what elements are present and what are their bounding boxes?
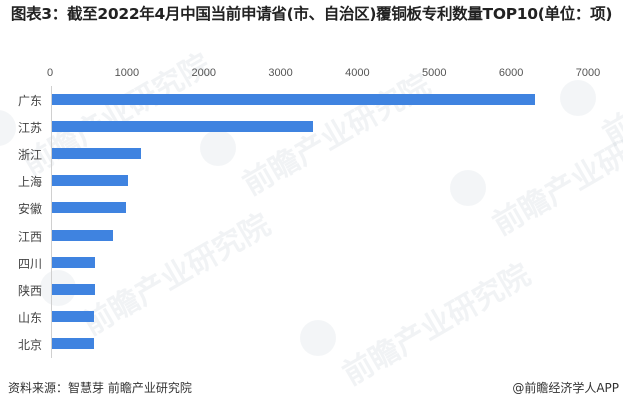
bar [52, 121, 314, 133]
category-label: 江苏 [17, 121, 42, 136]
x-tick-label: 6000 [498, 67, 524, 79]
bar [52, 229, 114, 241]
category-label: 江西 [17, 229, 42, 244]
watermark-text: 前瞻产业研究院 [337, 257, 537, 393]
category-label: 北京 [17, 337, 42, 352]
watermark-text: 前瞻产业研究院 [77, 207, 277, 343]
bar [52, 94, 536, 105]
bar [52, 310, 95, 322]
category-label: 浙江 [17, 148, 42, 163]
bar [52, 337, 95, 349]
bar [52, 256, 96, 268]
source-note: 资料来源：智慧芽 前瞻产业研究院 [8, 381, 192, 395]
watermark-text: 前瞻产业研究院 [17, 47, 217, 183]
x-tick-label: 5000 [422, 67, 447, 79]
bar [52, 202, 126, 214]
watermark-logo-icon [200, 130, 236, 166]
bar [52, 175, 129, 187]
y-axis-line [51, 86, 52, 358]
bar [52, 148, 142, 160]
x-tick-label: 7000 [575, 67, 601, 79]
credit-note: @前瞻经济学人APP [512, 381, 619, 395]
category-label: 上海 [17, 175, 42, 190]
x-tick-label: 3000 [268, 67, 293, 79]
watermark-text: 前瞻产业研究院 [487, 107, 623, 243]
category-label: 安徽 [17, 202, 42, 217]
category-label: 山东 [17, 310, 42, 325]
category-label: 广东 [17, 94, 42, 108]
watermark-logo-icon [450, 170, 486, 206]
x-tick-label: 1000 [114, 67, 140, 79]
watermark-logo-icon [300, 320, 336, 356]
x-tick-label: 2000 [191, 67, 216, 79]
watermark-logo-icon [560, 80, 596, 116]
watermark-text: 前瞻产业研究院 [597, 17, 623, 153]
chart-title: 图表3：截至2022年4月中国当前申请省(市、自治区)覆铜板专利数量TOP10(… [10, 5, 613, 23]
bar [52, 283, 96, 295]
category-label: 四川 [17, 256, 42, 271]
x-tick-label: 0 [46, 67, 54, 79]
category-label: 陕西 [17, 283, 42, 298]
x-tick-label: 4000 [345, 67, 370, 79]
